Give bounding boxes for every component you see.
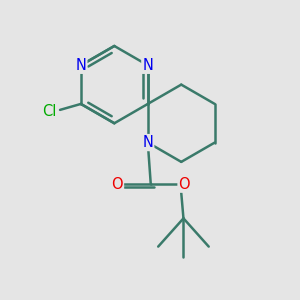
Text: O: O <box>111 177 123 192</box>
Text: N: N <box>142 135 153 150</box>
Text: O: O <box>178 177 190 192</box>
Text: N: N <box>142 58 153 73</box>
Text: N: N <box>75 58 86 73</box>
Text: Cl: Cl <box>42 104 56 119</box>
